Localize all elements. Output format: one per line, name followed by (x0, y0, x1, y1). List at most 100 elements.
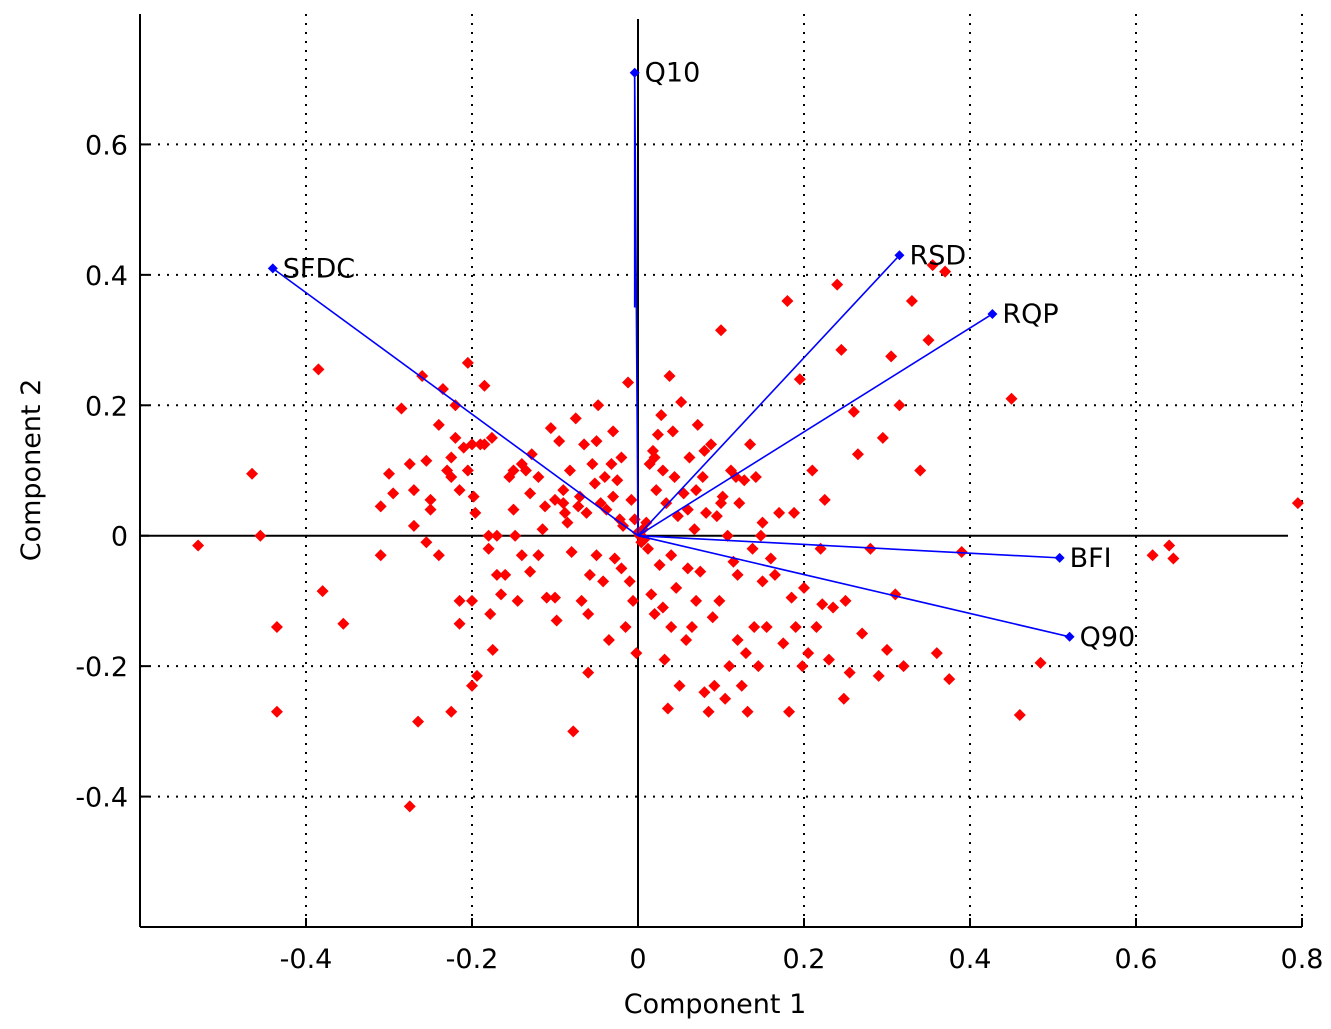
score-point (796, 660, 809, 673)
score-point (482, 542, 495, 555)
score-point (802, 647, 815, 660)
score-point (374, 500, 387, 513)
score-point (881, 643, 893, 656)
x-tick-label: 0.8 (1281, 944, 1324, 975)
score-point (597, 575, 610, 588)
score-point (760, 621, 773, 634)
score-point (1146, 549, 1159, 562)
score-point (478, 438, 491, 451)
score-point (536, 523, 549, 536)
score-point (748, 621, 761, 634)
score-point (461, 356, 474, 369)
score-point (270, 621, 283, 634)
score-point (453, 594, 466, 607)
score-point (482, 529, 495, 542)
score-point (1291, 497, 1304, 510)
score-point (777, 637, 790, 650)
vector-label-rqp: RQP (1002, 299, 1058, 330)
score-point (793, 373, 806, 386)
loading-vectors: Q10 SFDC RSD RQP BFI Q90 (267, 58, 1135, 653)
score-point (764, 552, 777, 565)
score-point (490, 529, 503, 542)
score-point (839, 594, 852, 607)
score-point (827, 601, 840, 614)
score-point (607, 425, 620, 438)
score-point (698, 444, 711, 457)
score-point (905, 294, 918, 307)
score-point (816, 598, 829, 611)
score-point (806, 464, 819, 477)
score-point (445, 471, 458, 484)
score-point (773, 506, 786, 519)
score-point (583, 568, 596, 581)
score-point (424, 493, 437, 506)
score-point (710, 510, 723, 523)
vector-marker-rsd (894, 250, 905, 261)
score-point (445, 705, 458, 718)
score-point (470, 669, 483, 682)
score-point (602, 634, 615, 647)
score-point (580, 506, 593, 519)
score-point (668, 471, 681, 484)
score-point (608, 552, 621, 565)
score-point (738, 474, 751, 487)
score-point (1005, 392, 1018, 405)
score-point (715, 324, 727, 337)
score-point (783, 705, 796, 718)
score-point (650, 484, 663, 497)
score-point (719, 692, 732, 705)
x-tick-label: 0 (629, 944, 646, 975)
score-point (625, 493, 638, 506)
y-tick-label: -0.2 (75, 652, 128, 683)
score-point (698, 686, 711, 699)
score-point (785, 591, 798, 604)
y-tick-label: 0.6 (85, 130, 128, 161)
score-point (485, 431, 498, 444)
score-point (561, 516, 574, 529)
score-point (721, 529, 734, 542)
x-tick-label: 0.4 (949, 944, 992, 975)
vector-line-rqp (637, 313, 993, 537)
score-point (592, 399, 605, 412)
score-point (453, 617, 466, 630)
score-point (630, 647, 643, 660)
score-point (383, 467, 395, 480)
vector-line-q10 (633, 72, 639, 536)
score-point (270, 705, 283, 718)
score-point (509, 529, 522, 542)
score-point (683, 451, 696, 464)
score-point (615, 562, 628, 575)
score-point (651, 428, 664, 441)
score-point (822, 653, 835, 666)
score-point (705, 438, 718, 451)
score-point (598, 471, 611, 484)
score-point (515, 549, 528, 562)
score-point (645, 588, 658, 601)
score-point (424, 503, 437, 516)
grid-lines (140, 14, 1303, 927)
score-point (532, 471, 545, 484)
score-point (432, 549, 445, 562)
vector-line-q90 (637, 534, 1070, 638)
score-point (843, 666, 856, 679)
score-point (539, 500, 552, 513)
score-point (557, 497, 570, 510)
score-point (655, 409, 668, 422)
score-point (789, 621, 802, 634)
x-tick-label: -0.4 (280, 944, 333, 975)
score-point (312, 363, 325, 376)
score-point (810, 621, 823, 634)
score-point (781, 294, 794, 307)
vector-label-q10: Q10 (645, 58, 701, 89)
score-point (715, 497, 727, 510)
score-point (420, 454, 433, 467)
score-point (192, 539, 205, 552)
score-point (466, 679, 478, 692)
score-point (524, 565, 537, 578)
score-point (490, 568, 503, 581)
score-point (605, 457, 618, 470)
score-point (449, 399, 462, 412)
vector-marker-rqp (987, 308, 998, 319)
score-point (588, 477, 601, 490)
score-point (930, 647, 943, 660)
